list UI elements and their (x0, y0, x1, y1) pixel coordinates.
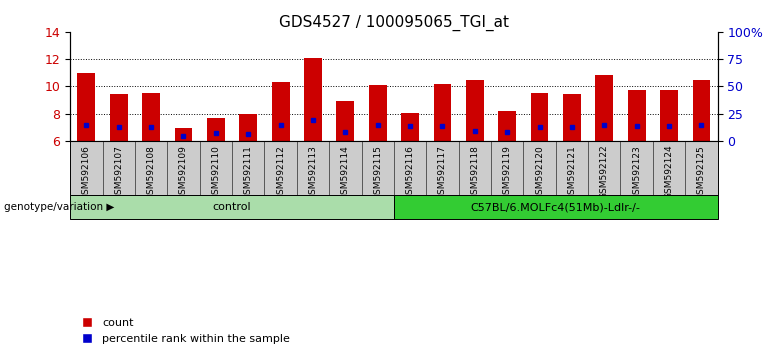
Text: GSM592124: GSM592124 (665, 145, 674, 199)
Text: GSM592114: GSM592114 (341, 145, 350, 200)
Bar (369, 85, 387, 141)
Text: GSM592125: GSM592125 (697, 145, 706, 200)
Text: GSM592118: GSM592118 (470, 145, 480, 200)
Text: genotype/variation ▶: genotype/variation ▶ (4, 202, 115, 212)
Bar (401, 113, 419, 141)
Text: GSM592122: GSM592122 (600, 145, 609, 199)
Bar (628, 91, 646, 141)
Text: GSM592109: GSM592109 (179, 145, 188, 200)
Text: GSM592111: GSM592111 (243, 145, 253, 200)
Bar (110, 94, 128, 141)
Text: control: control (213, 202, 251, 212)
Bar (563, 94, 581, 141)
Bar (693, 80, 711, 141)
Text: GSM592110: GSM592110 (211, 145, 221, 200)
Text: GSM592107: GSM592107 (114, 145, 123, 200)
Text: GSM592108: GSM592108 (147, 145, 156, 200)
Bar (530, 92, 548, 141)
Bar (595, 75, 613, 141)
Bar (394, 195, 718, 219)
Bar (434, 84, 452, 141)
Text: C57BL/6.MOLFc4(51Mb)-Ldlr-/-: C57BL/6.MOLFc4(51Mb)-Ldlr-/- (471, 202, 640, 212)
Legend: count, percentile rank within the sample: count, percentile rank within the sample (76, 313, 295, 348)
Bar (239, 114, 257, 141)
Bar (271, 82, 289, 141)
Text: GSM592120: GSM592120 (535, 145, 544, 200)
Bar (660, 91, 678, 141)
Bar (498, 111, 516, 141)
Text: GSM592115: GSM592115 (373, 145, 382, 200)
Text: GSM592119: GSM592119 (502, 145, 512, 200)
Bar (304, 58, 322, 141)
Text: GSM592117: GSM592117 (438, 145, 447, 200)
Bar (336, 101, 354, 141)
Text: GSM592112: GSM592112 (276, 145, 285, 200)
Text: GSM592106: GSM592106 (82, 145, 91, 200)
Title: GDS4527 / 100095065_TGI_at: GDS4527 / 100095065_TGI_at (279, 14, 509, 30)
Text: GSM592121: GSM592121 (567, 145, 576, 200)
Bar (466, 80, 484, 141)
Bar (142, 92, 160, 141)
Bar (175, 128, 193, 141)
Bar (77, 73, 95, 141)
Text: GSM592123: GSM592123 (632, 145, 641, 200)
Text: GSM592116: GSM592116 (406, 145, 415, 200)
Text: GSM592113: GSM592113 (308, 145, 317, 200)
Bar (207, 119, 225, 141)
Bar (70, 195, 394, 219)
